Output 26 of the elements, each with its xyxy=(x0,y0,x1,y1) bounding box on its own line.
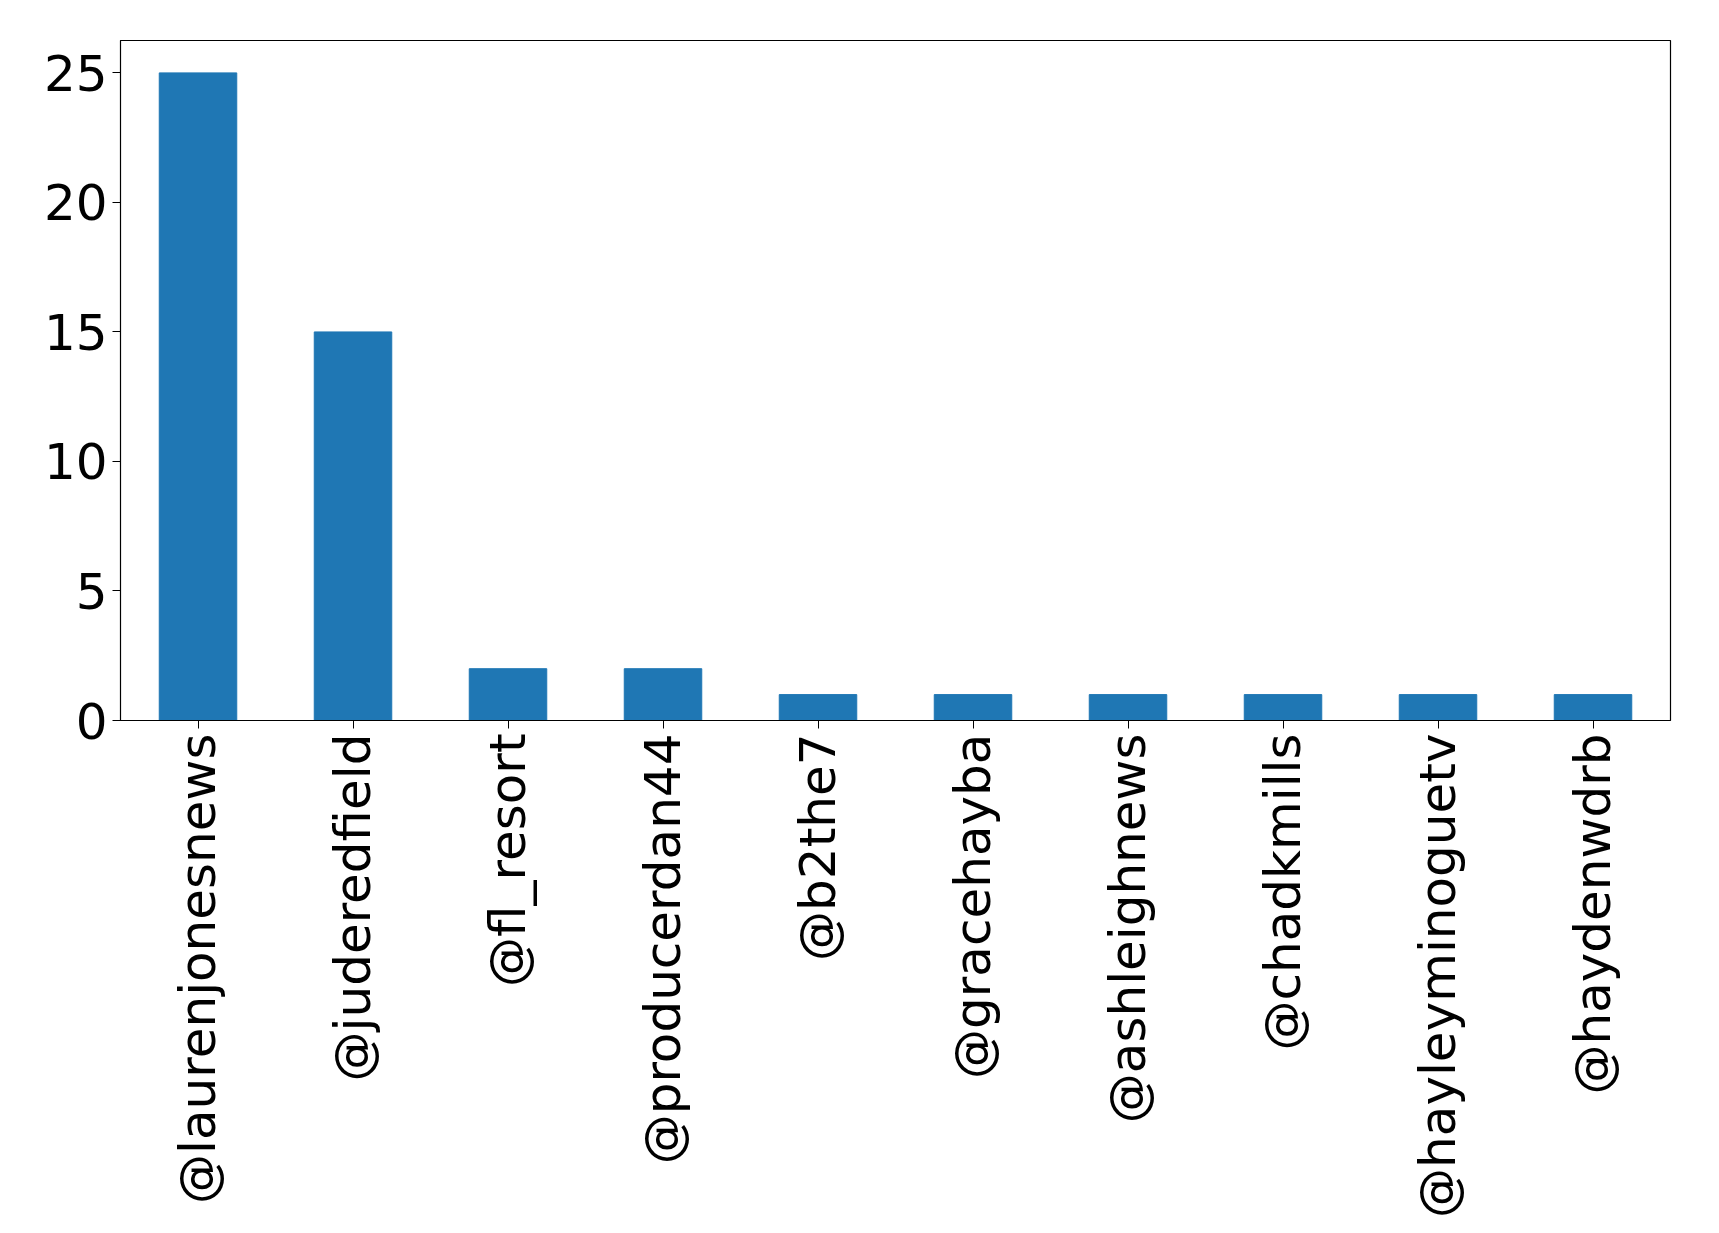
bar xyxy=(1243,694,1323,721)
x-tick-label: @fl_resort xyxy=(479,733,537,988)
bar xyxy=(313,331,393,721)
y-tick-label: 10 xyxy=(43,433,108,492)
x-tick-label: @gracehayba xyxy=(944,733,1002,1079)
x-tick-label: @laurenjonesnews xyxy=(169,733,227,1205)
y-tick-label: 5 xyxy=(75,562,108,621)
y-tick-label: 15 xyxy=(43,303,108,362)
x-tick-label: @b2the7 xyxy=(789,733,847,961)
y-tick-label: 20 xyxy=(43,174,108,233)
x-tick-label: @producerdan44 xyxy=(634,733,692,1165)
x-tick-label: @ashleighnews xyxy=(1099,733,1157,1124)
x-tick-label: @hayleyminoguetv xyxy=(1409,733,1467,1218)
bar xyxy=(778,694,858,721)
y-tick-label: 25 xyxy=(43,44,108,103)
bar xyxy=(1553,694,1633,721)
x-tick-label: @haydenwdrb xyxy=(1564,733,1622,1095)
x-tick-label: @chadkmills xyxy=(1254,733,1312,1051)
bar xyxy=(1398,694,1478,721)
bar xyxy=(933,694,1013,721)
bar xyxy=(1088,694,1168,721)
bar xyxy=(468,668,548,721)
x-tick-label: @juderedfield xyxy=(324,733,382,1082)
bar xyxy=(623,668,703,721)
bar xyxy=(158,72,238,721)
y-tick-label: 0 xyxy=(75,692,108,751)
